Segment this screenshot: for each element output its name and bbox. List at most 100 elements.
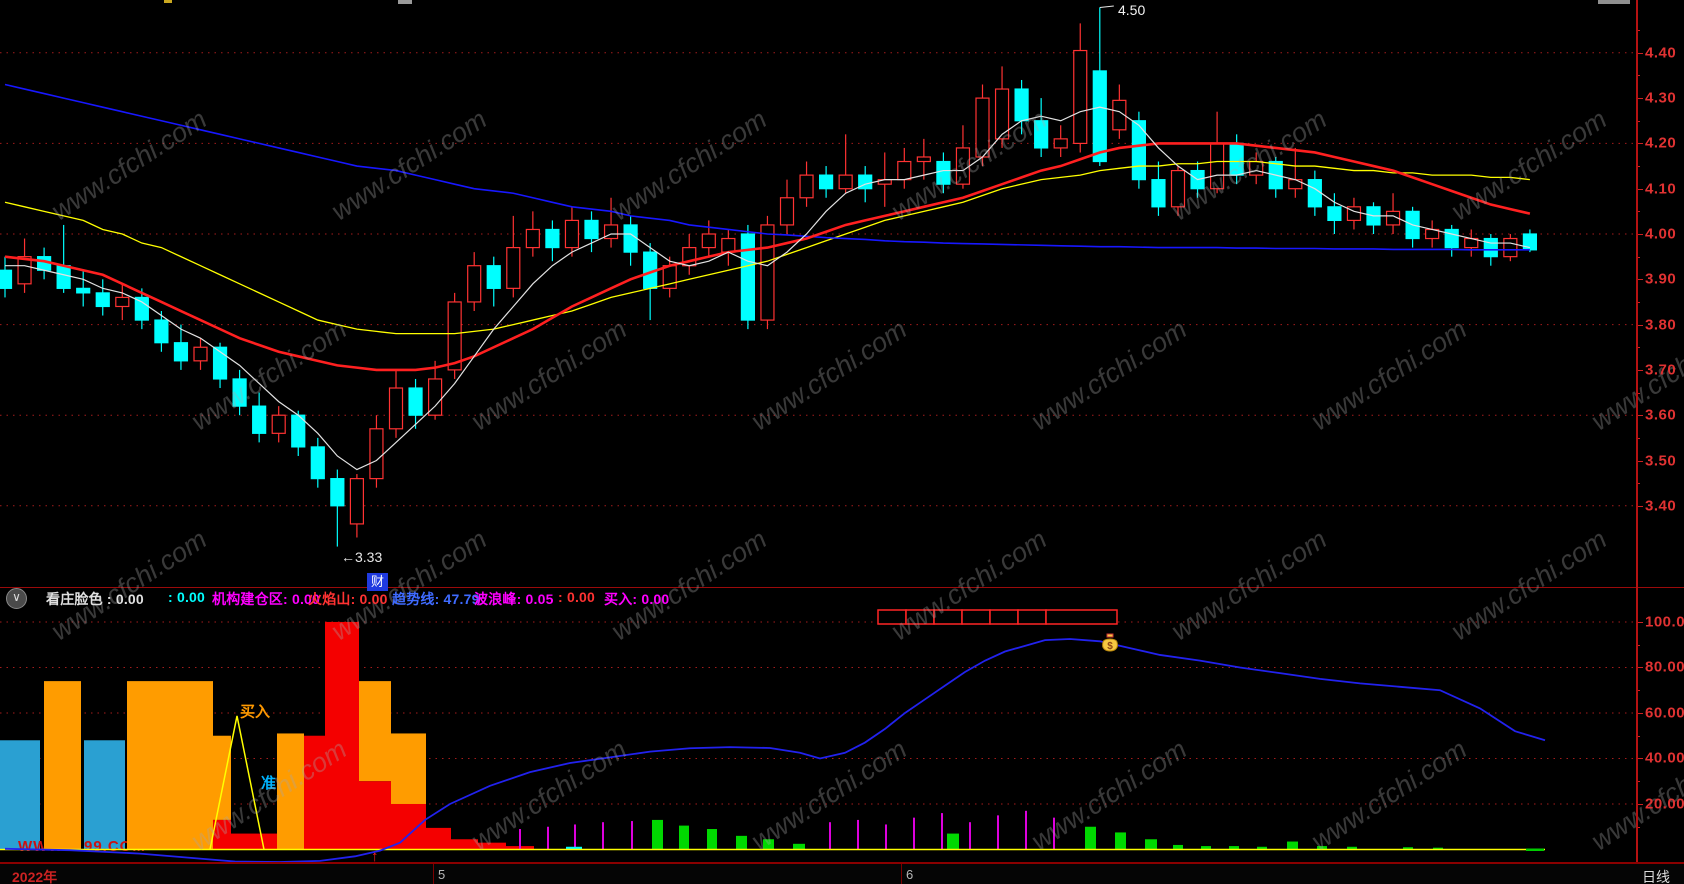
high-price-annotation: 4.50 bbox=[1118, 2, 1146, 18]
candle-up bbox=[838, 174, 853, 190]
svg-text:$: $ bbox=[1107, 641, 1113, 652]
candle-down bbox=[1444, 228, 1459, 249]
axis-tick bbox=[1636, 437, 1640, 439]
candlestick-chart[interactable] bbox=[0, 0, 1636, 590]
candle-up bbox=[897, 160, 912, 181]
histogram-bar-blue bbox=[0, 740, 40, 850]
indicator-chart[interactable]: WWW. 99.COM$买入准↑ bbox=[0, 590, 1636, 862]
histogram-bar-red bbox=[304, 735, 325, 850]
indicator-header-item: 波浪峰: 0.05 bbox=[474, 591, 554, 607]
grid-box-cell bbox=[989, 609, 1019, 625]
candle-down bbox=[1014, 88, 1029, 122]
candle-down bbox=[486, 265, 501, 289]
price-axis-label: 3.90 bbox=[1645, 270, 1677, 288]
month-tick bbox=[901, 864, 902, 884]
indicator-header: ∨ 看庄脸色 : 0.00: 0.00 机构建仓区: 0.00 火焰山: 0.00 趋… bbox=[0, 588, 1100, 609]
panel-divider bbox=[0, 587, 1684, 588]
histogram-bar-orange bbox=[127, 681, 213, 850]
histogram-bar-red bbox=[231, 833, 277, 850]
candle-up bbox=[975, 97, 990, 158]
candle-down bbox=[1034, 120, 1049, 149]
candle-up bbox=[799, 174, 814, 199]
axis-tick bbox=[1636, 188, 1643, 190]
axis-tick bbox=[1636, 347, 1640, 349]
green-bar bbox=[1085, 826, 1096, 850]
histogram-bar-orange bbox=[391, 733, 426, 804]
ma-blue-line bbox=[4, 83, 1530, 251]
green-bar bbox=[1287, 841, 1298, 850]
histogram-bar-red bbox=[391, 803, 426, 850]
axis-tick bbox=[1636, 143, 1643, 145]
indicator-axis-label: 80.00 bbox=[1645, 658, 1684, 676]
green-bar bbox=[679, 825, 689, 850]
candlestick-chart-panel[interactable] bbox=[0, 0, 1636, 590]
candle-up bbox=[1209, 142, 1225, 190]
grid-box-cell bbox=[1045, 609, 1118, 625]
green-bar bbox=[1173, 844, 1183, 850]
histogram-bar-orange bbox=[359, 681, 391, 782]
ma-white-line bbox=[5, 106, 1531, 471]
candle-up bbox=[916, 156, 931, 163]
axis-tick bbox=[1636, 98, 1643, 100]
histogram-bar-orange bbox=[277, 733, 304, 850]
candle-down bbox=[330, 478, 345, 507]
indicator-axis-label: 100.00 bbox=[1645, 613, 1684, 631]
candle-up bbox=[760, 224, 775, 321]
axis-tick bbox=[1636, 166, 1640, 168]
grid-box-cell bbox=[933, 609, 963, 625]
grid-box-cell bbox=[877, 609, 907, 625]
candle-down bbox=[623, 224, 638, 253]
collapse-indicator-button[interactable]: ∨ bbox=[6, 588, 27, 609]
green-bar bbox=[1403, 847, 1413, 850]
axis-tick bbox=[1636, 301, 1640, 303]
indicator-panel[interactable]: WWW. 99.COM $ 买入准 ↑ bbox=[0, 590, 1636, 862]
axis-tick bbox=[1636, 690, 1640, 692]
candle-down bbox=[310, 446, 325, 480]
candle-up bbox=[525, 228, 540, 249]
price-axis-label: 4.00 bbox=[1645, 225, 1677, 243]
green-bar bbox=[1433, 847, 1443, 850]
price-axis-label: 4.30 bbox=[1645, 89, 1677, 107]
period-selector-label[interactable]: 日线 bbox=[1642, 869, 1670, 884]
candle-down bbox=[740, 233, 756, 321]
candle-down bbox=[76, 287, 91, 294]
ma-yellow-line bbox=[4, 160, 1530, 335]
candle-down bbox=[154, 319, 169, 344]
price-axis-label: 3.60 bbox=[1645, 406, 1677, 424]
candle-down bbox=[173, 342, 189, 362]
indicator-header-item: 机构建仓区: 0.00 bbox=[212, 591, 320, 607]
candle-down bbox=[408, 387, 423, 416]
axis-tick bbox=[1636, 460, 1643, 462]
candle-up bbox=[447, 301, 462, 371]
buy-signal-triangle bbox=[209, 715, 265, 850]
grid-box-cell bbox=[905, 609, 935, 625]
candle-down bbox=[1092, 70, 1107, 163]
cai-signal-badge: 财 bbox=[367, 573, 388, 591]
green-bar bbox=[1317, 846, 1327, 850]
candle-down bbox=[1483, 237, 1498, 258]
grid-box-cell bbox=[1017, 609, 1047, 625]
green-bar bbox=[1201, 846, 1211, 850]
price-axis-label: 3.80 bbox=[1645, 316, 1677, 334]
high-annotation-pointer bbox=[1099, 5, 1114, 8]
candle-down bbox=[1131, 120, 1147, 181]
candle-up bbox=[955, 147, 971, 185]
candle-up bbox=[193, 346, 208, 362]
price-axis-label: 4.10 bbox=[1645, 180, 1677, 198]
candle-up bbox=[17, 256, 32, 285]
indicator-header-item: 火焰山: 0.00 bbox=[308, 591, 388, 607]
screen-edge-artifact bbox=[1598, 0, 1630, 4]
candle-down bbox=[134, 296, 149, 321]
axis-tick bbox=[1636, 781, 1640, 783]
axis-tick bbox=[1636, 667, 1643, 669]
histogram-bar-blue bbox=[84, 740, 125, 850]
candle-down bbox=[0, 269, 13, 289]
candle-down bbox=[818, 174, 834, 190]
status-month6-label: 6 bbox=[906, 867, 914, 882]
indicator-header-item: 趋势线: 47.79 bbox=[392, 591, 480, 607]
candle-up bbox=[1503, 237, 1518, 258]
ma-red-line bbox=[4, 142, 1531, 372]
candle-up bbox=[1112, 99, 1127, 131]
candle-up bbox=[721, 237, 736, 253]
green-bar bbox=[793, 843, 805, 850]
